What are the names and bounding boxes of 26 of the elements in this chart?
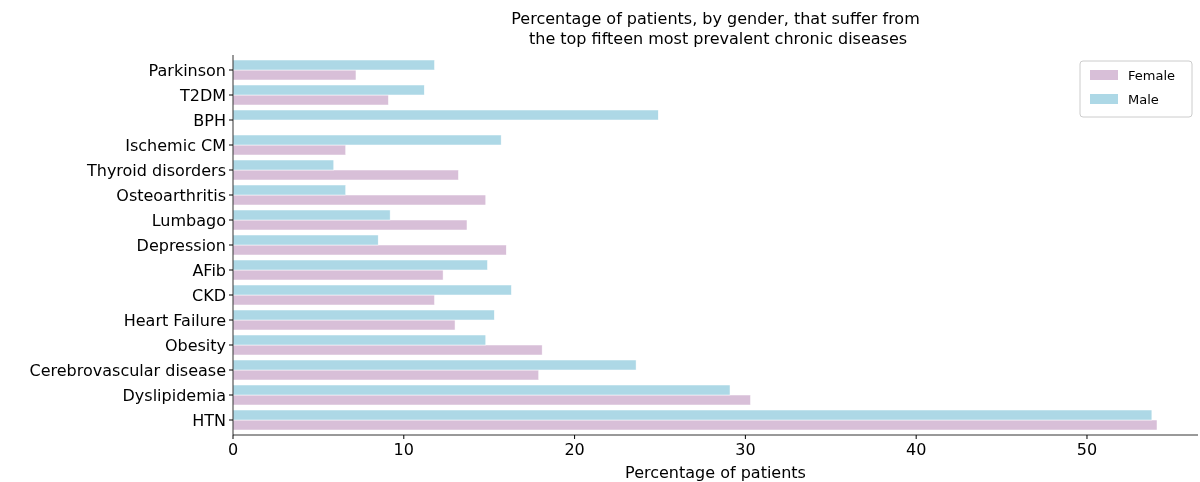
x-axis-title: Percentage of patients: [625, 463, 806, 482]
y-tick-label: Obesity: [164, 335, 226, 355]
y-tick-label: Lumbago: [151, 210, 226, 230]
chart-title: Percentage of patients, by gender, that suffer from the top fifteen most prevalent chronic diseases: [511, 9, 920, 48]
x-tick-label: 10: [393, 440, 414, 459]
y-tick-label: Dyslipidemia: [122, 385, 226, 405]
y-tick-label: AFib: [192, 260, 226, 280]
y-tick-label: Heart Failure: [123, 310, 226, 330]
bar: [232, 109, 659, 121]
y-tick-label: T2DM: [178, 85, 226, 105]
y-tick-label: Thyroid disorders: [85, 160, 226, 180]
y-tick-label: CKD: [192, 285, 226, 305]
x-tick-label: 20: [564, 440, 585, 459]
x-tick-label: 30: [735, 440, 756, 459]
y-tick-label: Depression: [136, 235, 226, 255]
y-tick-label: Ischemic CM: [125, 135, 226, 155]
x-tick-label: 40: [906, 440, 927, 459]
legend-label: Male: [1128, 91, 1159, 107]
y-tick-label: HTN: [192, 410, 226, 430]
y-tick-label: Cerebrovascular disease: [29, 360, 226, 380]
x-tick-label: 0: [227, 440, 239, 459]
y-tick-label: Osteoarthritis: [116, 185, 226, 205]
x-tick-label: 50: [1076, 440, 1098, 459]
legend-label: Female: [1128, 67, 1176, 83]
y-tick-label: Parkinson: [148, 60, 226, 80]
y-tick-label: BPH: [193, 110, 226, 130]
